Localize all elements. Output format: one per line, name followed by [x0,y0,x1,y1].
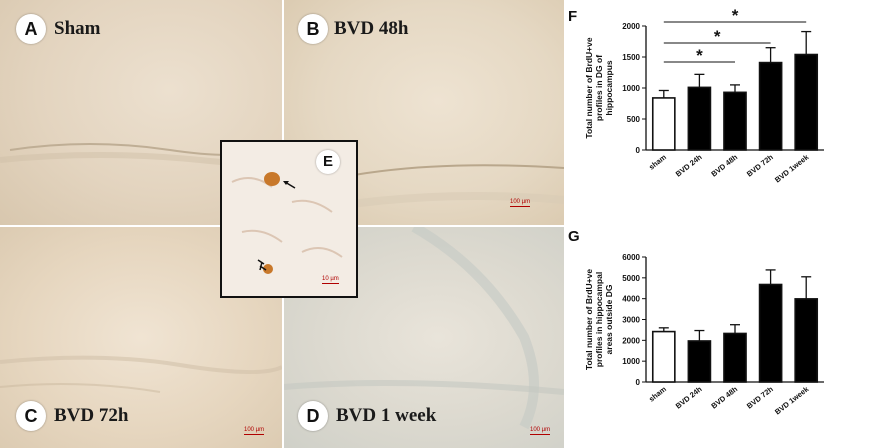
panel-c-scale-bar: 100 µm [244,427,265,435]
chart-g-y-tick-label: 1000 [622,357,640,366]
panel-e-scale-label: 10 µm [322,276,339,282]
chart-g-x-tick-label: BVD 48h [709,384,739,410]
panel-d-tissue [284,227,564,430]
chart-f-bar [758,61,783,151]
chart-g-y-tick-label: 3000 [622,316,640,325]
chart-f-y-tick-label: 2000 [622,22,640,31]
chart-f-x-tick-label: BVD 48h [709,152,739,178]
chart-g-y-tick-label: 6000 [622,253,640,262]
panel-e-tissue [231,172,343,274]
chart-f-ylabel-line: hippocampus [604,60,614,116]
chart-g-x-tick-label: BVD 24h [674,384,704,410]
chart-g-ylabel-line: areas outside DG [604,284,614,354]
chart-g: Total number of BrdU+veprofiles in hippo… [584,253,824,416]
chart-f-y-tick-label: 0 [636,146,641,155]
panel-d-letter: D [298,401,328,431]
panel-b-scale-label: 100 µm [510,199,531,205]
brdu-cell-2 [263,264,273,274]
chart-f: Total number of BrdU+veprofiles in DG of… [584,6,824,184]
chart-g-x-tick-label: BVD 1week [773,384,811,416]
chart-f-bar [687,86,712,151]
panel-e-scale-bar: 10 µm [322,276,339,284]
panel-b-letter: B [298,14,328,44]
chart-g-y-tick-label: 2000 [622,336,640,345]
panel-a-micrograph: A Sham [0,0,282,225]
chart-g-y-tick-label: 0 [636,378,641,387]
chart-f-bar [794,53,819,151]
panel-a-title: Sham [54,18,101,39]
chart-f-y-tick-label: 1500 [622,53,640,62]
chart-f-ylabel: Total number of BrdU+veprofiles in DG of… [584,37,614,138]
panel-d-scale-label: 100 µm [530,427,551,433]
chart-g-x-tick-label: sham [647,384,668,403]
panel-b-title: BVD 48h [334,18,409,39]
chart-f-ylabel-line: Total number of BrdU+ve [584,37,594,138]
panel-c-tissue [0,355,282,393]
chart-g-ylabel-line: Total number of BrdU+ve [584,269,594,370]
chart-f-bar [723,91,747,151]
panel-d-scale-bar: 100 µm [530,427,551,435]
chart-f-ylabel-line: profiles in DG of [594,55,604,121]
chart-f-significance-star: * [696,46,703,65]
double-arrow-icon [257,259,267,271]
arrow-head-icon [283,181,289,185]
chart-f-x-tick-label: BVD 24h [674,152,704,178]
chart-g-x-tick-label: BVD 72h [745,384,775,410]
chart-g-bar [723,332,747,383]
chart-f-letter: F [568,8,578,25]
panel-b-scale-bar: 100 µm [510,199,531,207]
panel-e-inset: E 10 µm [220,140,358,298]
panel-c-scale-label: 100 µm [244,427,265,433]
chart-f-x-tick-label: BVD 72h [745,152,775,178]
chart-g-bar [651,330,676,383]
chart-g-bar [687,340,712,383]
chart-f-y-tick-label: 500 [627,115,641,124]
brdu-cell-1 [264,172,280,186]
chart-g-y-tick-label: 4000 [622,295,640,304]
chart-g-y-tick-label: 5000 [622,274,640,283]
chart-f-significance-star: * [714,27,721,46]
chart-g-ylabel-line: profiles in hippocampal [594,272,604,367]
panel-c-title: BVD 72h [54,405,129,426]
panel-a-letter: A [16,14,46,44]
chart-f-x-tick-label: sham [647,152,668,171]
chart-f-significance-star: * [732,6,739,25]
panel-e-letter: E [316,150,340,174]
panel-b-tissue [343,164,564,209]
chart-g-bar [758,283,783,383]
chart-f-bar [651,97,676,151]
panel-d-title: BVD 1 week [336,405,437,426]
chart-g-letter: G [568,228,580,245]
chart-g-bar [794,298,819,383]
chart-f-x-tick-label: BVD 1week [773,152,811,184]
chart-g-ylabel: Total number of BrdU+veprofiles in hippo… [584,269,614,370]
chart-f-y-tick-label: 1000 [622,84,640,93]
panel-c-letter: C [16,401,46,431]
